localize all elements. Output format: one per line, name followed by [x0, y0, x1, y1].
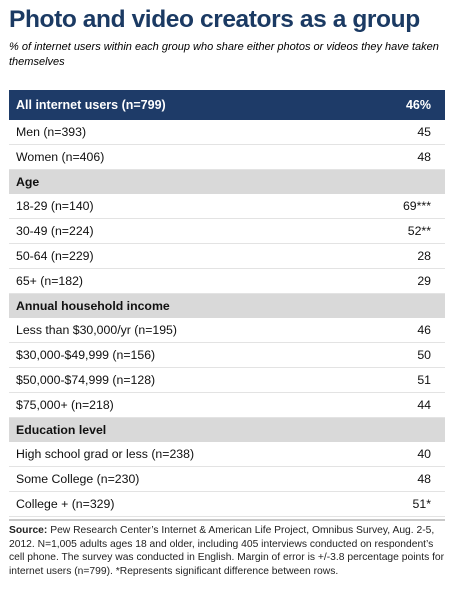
- row-value: 51: [417, 373, 431, 387]
- row-value: 48: [417, 150, 431, 164]
- row-value: 29: [417, 274, 431, 288]
- row-label: $30,000-$49,999 (n=156): [16, 348, 156, 362]
- row-label: 65+ (n=182): [16, 274, 84, 288]
- source-label: Source:: [9, 525, 48, 536]
- row-label: Age: [16, 175, 40, 189]
- row-value: 69***: [402, 199, 431, 213]
- row-label: Some College (n=230): [16, 472, 140, 486]
- row-value: 51*: [412, 497, 431, 511]
- table-row: 50-64 (n=229) 28: [9, 244, 445, 269]
- row-label: Women (n=406): [16, 150, 105, 164]
- row-value: 28: [417, 249, 431, 263]
- row-value: 46%: [405, 98, 431, 112]
- table-row: Some College (n=230) 48: [9, 467, 445, 492]
- table-header-row: All internet users (n=799) 46%: [9, 90, 445, 120]
- row-label: High school grad or less (n=238): [16, 447, 195, 461]
- row-label: College + (n=329): [16, 497, 115, 511]
- row-label: $75,000+ (n=218): [16, 398, 114, 412]
- table-row: $30,000-$49,999 (n=156) 50: [9, 343, 445, 368]
- row-label: All internet users (n=799): [16, 98, 166, 112]
- source-text: Pew Research Center’s Internet & America…: [9, 525, 445, 577]
- table-row: $50,000-$74,999 (n=128) 51: [9, 368, 445, 393]
- table-row: Less than $30,000/yr (n=195) 46: [9, 318, 445, 343]
- table-section-row: Education level: [9, 418, 445, 442]
- row-label: Men (n=393): [16, 125, 87, 139]
- row-value: 45: [417, 125, 431, 139]
- table-section-row: Annual household income: [9, 294, 445, 318]
- row-value: 52**: [407, 224, 431, 238]
- chart-title: Photo and video creators as a group: [9, 6, 420, 33]
- table-row: 65+ (n=182) 29: [9, 269, 445, 294]
- table-row: Women (n=406) 48: [9, 145, 445, 170]
- table-row: 18-29 (n=140) 69***: [9, 194, 445, 219]
- chart-subtitle: % of internet users within each group wh…: [9, 41, 439, 68]
- row-label: Annual household income: [16, 299, 170, 313]
- source-note: Source: Pew Research Center’s Internet &…: [9, 519, 445, 578]
- row-label: Education level: [16, 423, 107, 437]
- table-row: College + (n=329) 51*: [9, 492, 445, 517]
- row-value: 50: [417, 348, 431, 362]
- row-label: $50,000-$74,999 (n=128): [16, 373, 156, 387]
- row-value: 46: [417, 323, 431, 337]
- row-label: 30-49 (n=224): [16, 224, 94, 238]
- row-label: 50-64 (n=229): [16, 249, 94, 263]
- table-row: 30-49 (n=224) 52**: [9, 219, 445, 244]
- row-label: Less than $30,000/yr (n=195): [16, 323, 177, 337]
- table-row: $75,000+ (n=218) 44: [9, 393, 445, 418]
- row-value: 40: [417, 447, 431, 461]
- row-value: 44: [417, 398, 431, 412]
- row-label: 18-29 (n=140): [16, 199, 94, 213]
- row-value: 48: [417, 472, 431, 486]
- table-row: High school grad or less (n=238) 40: [9, 442, 445, 467]
- table-section-row: Age: [9, 170, 445, 194]
- data-table: All internet users (n=799) 46% Men (n=393)…: [9, 90, 445, 517]
- table-row: Men (n=393) 45: [9, 120, 445, 145]
